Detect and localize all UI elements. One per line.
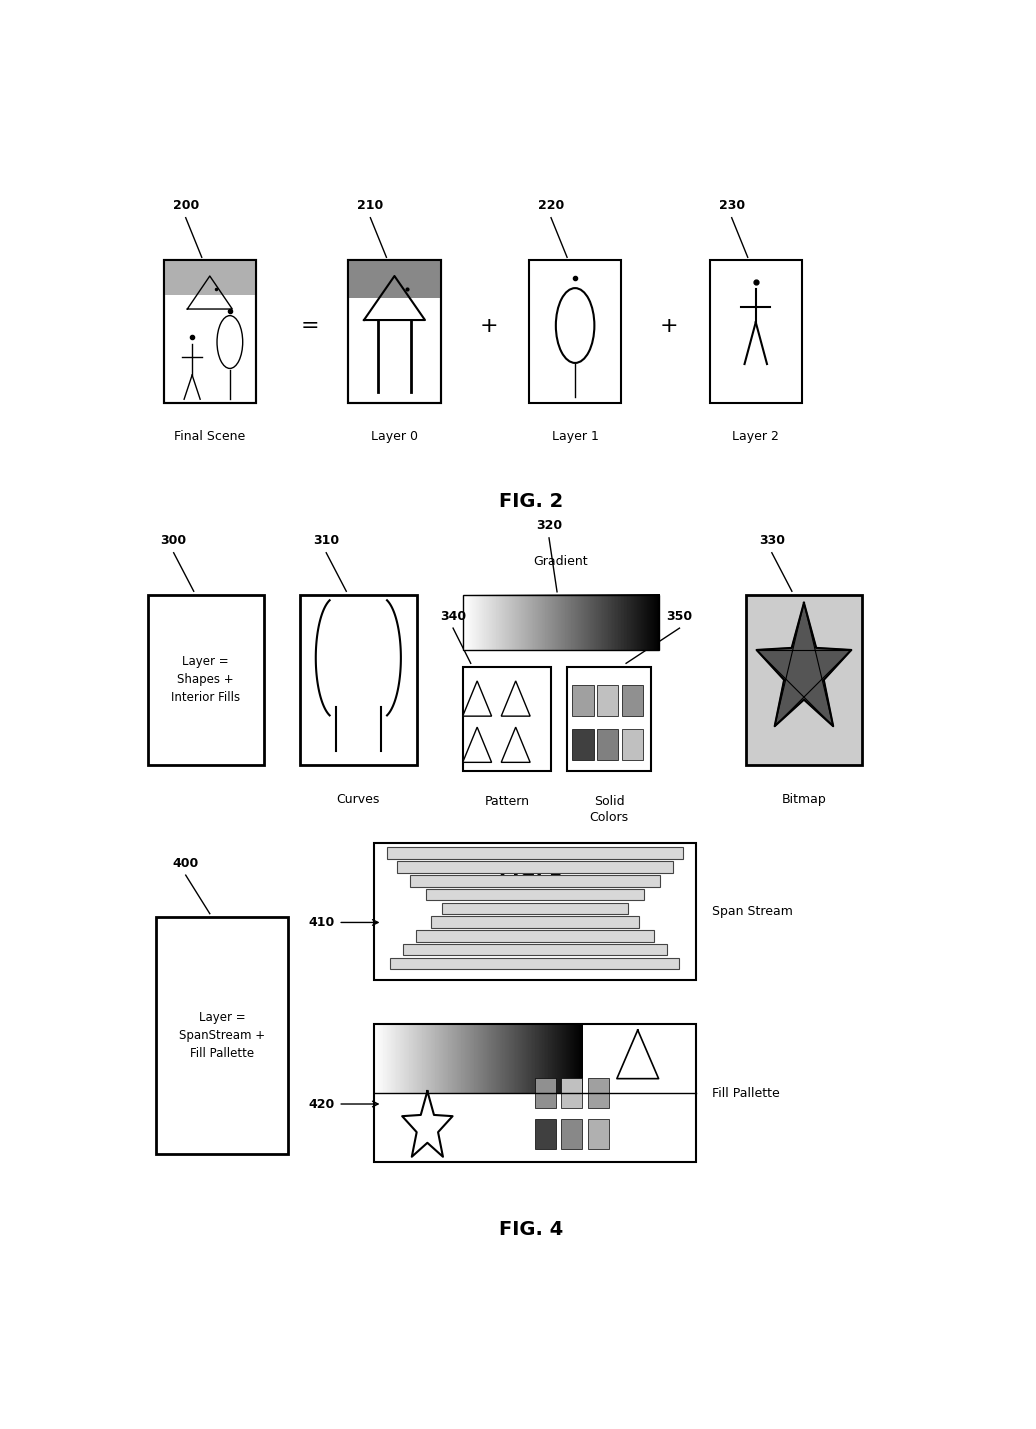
Text: Curves: Curves [337, 793, 380, 806]
Bar [409, 875, 660, 886]
Text: Solid
Colors: Solid Colors [589, 796, 629, 825]
Text: Gradient: Gradient [534, 554, 588, 567]
Text: 320: 320 [536, 519, 563, 533]
Bar [155, 917, 288, 1153]
Text: 210: 210 [357, 199, 383, 211]
Bar [374, 843, 695, 980]
Text: 350: 350 [666, 610, 692, 623]
Bar [572, 686, 594, 716]
Bar [374, 1025, 695, 1162]
Polygon shape [402, 1092, 453, 1156]
Text: 200: 200 [173, 199, 199, 211]
Bar [300, 594, 416, 765]
Text: 410: 410 [308, 916, 335, 929]
Text: 340: 340 [440, 610, 466, 623]
Bar [387, 847, 683, 859]
Polygon shape [463, 727, 492, 762]
Bar [348, 260, 440, 403]
Bar [441, 903, 628, 915]
Bar [397, 862, 673, 873]
Bar [348, 260, 440, 403]
Bar [746, 594, 862, 765]
Bar [588, 1119, 609, 1149]
Text: Layer 2: Layer 2 [732, 430, 779, 443]
Polygon shape [616, 1030, 659, 1079]
Text: 310: 310 [313, 534, 339, 547]
Polygon shape [501, 682, 530, 716]
Text: 230: 230 [719, 199, 745, 211]
Text: Layer =
SpanStream +
Fill Pallette: Layer = SpanStream + Fill Pallette [179, 1010, 265, 1060]
Bar [431, 916, 639, 927]
Ellipse shape [556, 289, 595, 363]
Bar [567, 666, 652, 772]
Bar [164, 260, 256, 294]
Text: 300: 300 [161, 534, 186, 547]
Text: Layer =
Shapes +
Interior Fills: Layer = Shapes + Interior Fills [171, 656, 240, 704]
Text: 400: 400 [173, 856, 199, 870]
Text: FIG. 4: FIG. 4 [498, 1220, 564, 1239]
Bar [529, 260, 622, 403]
Text: Layer 0: Layer 0 [371, 430, 418, 443]
Bar [710, 260, 802, 403]
Bar [597, 729, 618, 760]
Bar [535, 1119, 556, 1149]
Bar [562, 1119, 582, 1149]
Text: Final Scene: Final Scene [174, 430, 246, 443]
Text: FIG. 3: FIG. 3 [499, 860, 563, 880]
Bar [562, 1077, 582, 1107]
Text: Layer 1: Layer 1 [552, 430, 599, 443]
Bar [348, 260, 440, 299]
Text: 220: 220 [538, 199, 565, 211]
Text: FIG. 2: FIG. 2 [498, 492, 564, 512]
Bar [535, 1077, 556, 1107]
Text: Bitmap: Bitmap [781, 793, 827, 806]
Bar [463, 666, 551, 772]
Text: 420: 420 [308, 1097, 335, 1110]
Polygon shape [463, 682, 492, 716]
Text: Pattern: Pattern [485, 796, 529, 809]
Bar [622, 729, 643, 760]
Text: Span Stream: Span Stream [712, 905, 793, 917]
Bar [463, 594, 659, 650]
Bar [597, 686, 618, 716]
Polygon shape [756, 603, 852, 726]
Bar [588, 1077, 609, 1107]
Bar [403, 943, 666, 956]
Ellipse shape [217, 316, 242, 369]
Bar [572, 729, 594, 760]
Bar [622, 686, 643, 716]
Bar [416, 930, 654, 942]
Text: +: + [660, 316, 679, 336]
Text: 330: 330 [758, 534, 785, 547]
Bar [164, 260, 256, 403]
Text: Fill Pallette: Fill Pallette [712, 1086, 779, 1099]
Bar [164, 260, 256, 403]
Text: +: + [480, 316, 498, 336]
Polygon shape [501, 727, 530, 762]
Bar [391, 957, 680, 969]
Bar [147, 594, 264, 765]
Bar [426, 889, 644, 900]
Text: =: = [300, 316, 319, 336]
